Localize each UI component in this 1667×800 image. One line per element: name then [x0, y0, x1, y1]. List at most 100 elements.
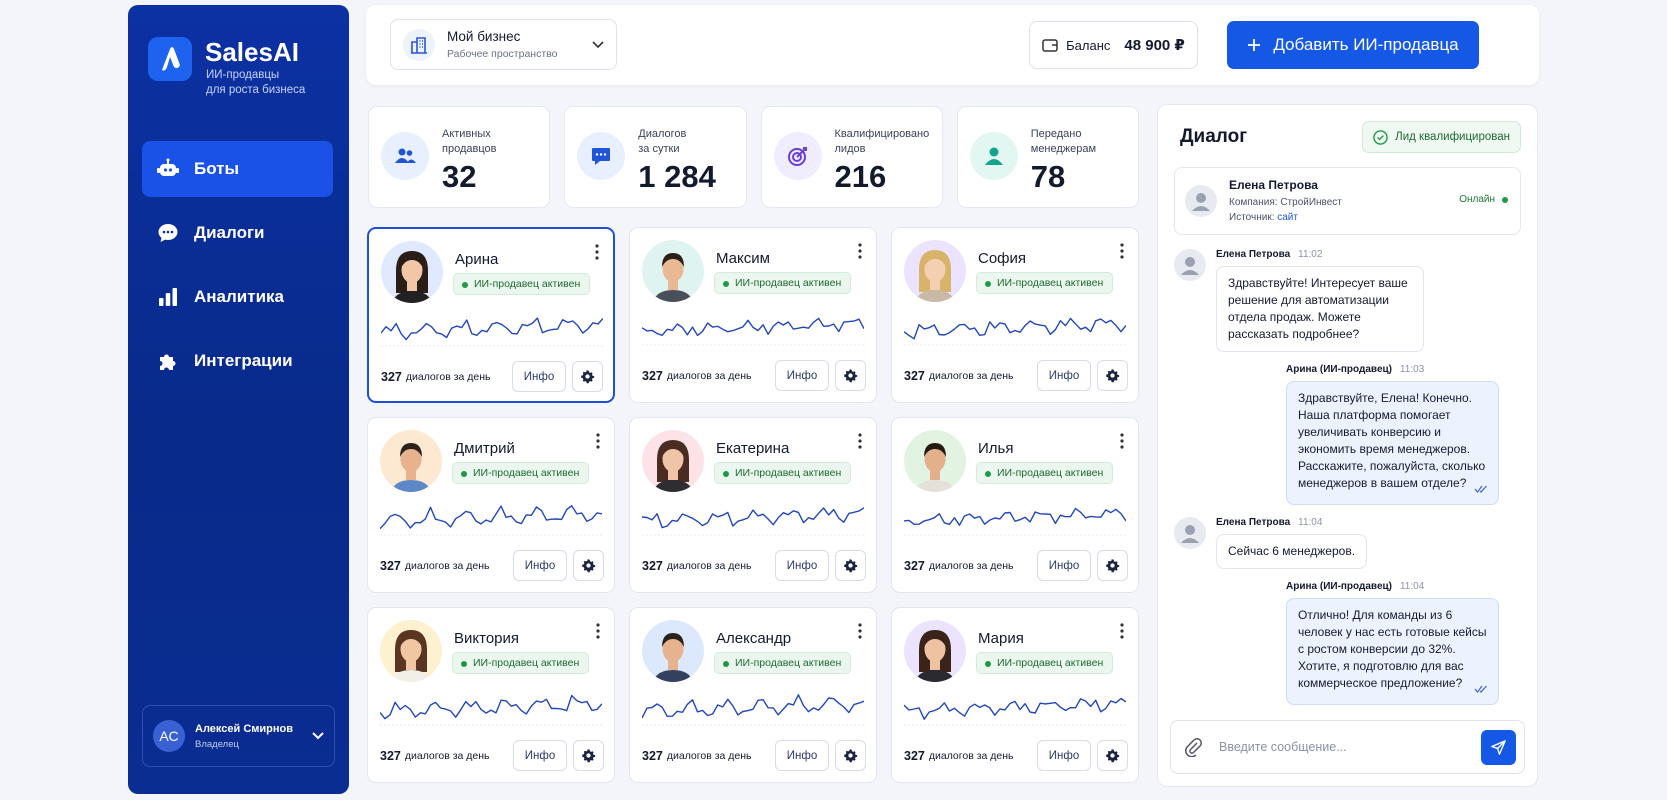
bot-card[interactable]: Александр ИИ-продавец активен 327 диалогов … — [629, 607, 877, 783]
bot-status: ИИ-продавец активен — [452, 652, 590, 674]
sparkline — [641, 690, 865, 726]
nav-icon — [156, 157, 194, 181]
input-placeholder: Введите сообщение... — [1219, 740, 1347, 754]
stat-label-line: Активных — [442, 128, 491, 140]
bot-card[interactable]: София ИИ-продавец активен 327 диалогов за д… — [891, 227, 1139, 403]
balance: Баланс 48 900 ₽ — [1029, 21, 1198, 69]
settings-button[interactable] — [835, 550, 866, 581]
online-status: Онлайн — [1459, 194, 1508, 205]
message-bubble: Здравствуйте, Елена! Конечно. Наша платф… — [1286, 381, 1499, 505]
bot-card[interactable]: Дмитрий ИИ-продавец активен 327 диалогов за… — [367, 417, 615, 593]
sidebar: SalesAI ИИ-продавцы для роста бизнеса Бо… — [128, 5, 349, 794]
settings-button[interactable] — [1097, 550, 1128, 581]
bot-menu[interactable] — [856, 622, 864, 640]
bot-footer: 327 диалогов за день Инфо — [904, 740, 1128, 771]
bot-name: Мария — [978, 630, 1024, 647]
bot-card[interactable]: Илья ИИ-продавец активен 327 диалогов за де… — [891, 417, 1139, 593]
nav-item[interactable]: Интеграции — [142, 333, 333, 389]
dialogs-label: диалогов за день — [928, 369, 1014, 382]
message-meta: Елена Петрова 11:04 — [1216, 517, 1367, 528]
bot-name: Максим — [716, 250, 770, 267]
info-button[interactable]: Инфо — [513, 550, 567, 581]
brand: SalesAI — [205, 37, 299, 67]
info-button[interactable]: Инфо — [1037, 360, 1091, 391]
add-button[interactable]: Добавить ИИ-продавца — [1227, 21, 1479, 69]
bot-menu[interactable] — [856, 432, 864, 450]
bot-card[interactable]: Арина ИИ-продавец активен 327 диалогов за д… — [367, 227, 615, 403]
dialogs-count: 327 — [642, 368, 663, 383]
workspace-select[interactable]: Мой бизнес Рабочее пространство — [390, 19, 617, 70]
bot-avatar — [904, 620, 966, 682]
bot-card[interactable]: Виктория ИИ-продавец активен 327 диалогов з… — [367, 607, 615, 783]
message-time: 11:02 — [1298, 249, 1323, 260]
message-time: 11:04 — [1399, 581, 1425, 592]
message-avatar — [1174, 249, 1206, 281]
info-button[interactable]: Инфо — [1037, 550, 1091, 581]
message-text: Здравствуйте! Интересует ваше решение дл… — [1228, 276, 1408, 341]
bot-menu[interactable] — [856, 242, 864, 260]
stat-label: Активных продавцов — [442, 127, 496, 157]
bot-card[interactable]: Максим ИИ-продавец активен 327 диалогов за … — [629, 227, 877, 403]
settings-button[interactable] — [835, 360, 866, 391]
info-button[interactable]: Инфо — [1037, 740, 1091, 771]
bot-card[interactable]: Мария ИИ-продавец активен 327 диалогов за д… — [891, 607, 1139, 783]
nav-label: Диалоги — [194, 223, 265, 242]
nav-item[interactable]: Аналитика — [142, 269, 333, 325]
settings-button[interactable] — [1097, 360, 1128, 391]
bot-footer: 327 диалогов за день Инфо — [642, 550, 866, 581]
stat-label-line: менеджерам — [1030, 143, 1097, 155]
bot-menu[interactable] — [1118, 622, 1126, 640]
bot-menu[interactable] — [1118, 242, 1126, 260]
settings-button[interactable] — [572, 361, 603, 392]
info-button[interactable]: Инфо — [775, 360, 829, 391]
bot-name: Илья — [978, 440, 1014, 457]
stat-card: Передано менеджерам 78 — [956, 106, 1139, 208]
sparkline — [903, 690, 1127, 726]
workspace-type: Рабочее пространство — [447, 48, 558, 60]
dialogs-count: 327 — [380, 748, 401, 763]
info-button[interactable]: Инфо — [513, 740, 567, 771]
stat-card: Диалогов за сутки 1 284 — [564, 106, 747, 208]
settings-button[interactable] — [835, 740, 866, 771]
bot-menu[interactable] — [594, 432, 602, 450]
nav-icon — [156, 349, 194, 373]
nav-label: Аналитика — [194, 287, 284, 306]
bot-footer: 327 диалогов за день Инфо — [642, 740, 866, 771]
message-author: Арина (ИИ-продавец) — [1286, 364, 1392, 375]
message: Елена Петрова 11:02 Здравствуйте! Интересу… — [1174, 249, 1521, 352]
bot-menu[interactable] — [593, 243, 601, 261]
dialogs-count: 327 — [904, 558, 925, 573]
nav-item[interactable]: Диалоги — [142, 205, 333, 261]
dialogs-count: 327 — [904, 748, 925, 763]
dialogs-label: диалогов за день — [666, 369, 752, 382]
info-button[interactable]: Инфо — [775, 740, 829, 771]
settings-button[interactable] — [573, 740, 604, 771]
bot-menu[interactable] — [1118, 432, 1126, 450]
tagline-line: для роста бизнеса — [206, 84, 306, 96]
message-body: Елена Петрова 11:02 Здравствуйте! Интересу… — [1216, 249, 1424, 352]
message-avatar — [1174, 517, 1206, 549]
settings-button[interactable] — [1097, 740, 1128, 771]
bot-avatar — [642, 430, 704, 492]
bot-avatar — [380, 620, 442, 682]
user-card[interactable]: АС Алексей Смирнов Владелец — [142, 705, 335, 767]
info-button[interactable]: Инфо — [775, 550, 829, 581]
stat-label: Передано менеджерам — [1031, 127, 1096, 157]
nav-item[interactable]: Боты — [142, 141, 333, 197]
message-text: Отлично! Для команды из 6 человек у нас … — [1298, 608, 1487, 690]
company: СтройИнвест — [1280, 196, 1342, 208]
messages: Елена Петрова 11:02 Здравствуйте! Интересу… — [1174, 249, 1521, 705]
info-button[interactable]: Инфо — [512, 361, 566, 392]
settings-button[interactable] — [573, 550, 604, 581]
message: Елена Петрова 11:04 Сейчас 6 менеджеров. — [1174, 517, 1521, 569]
bot-status: ИИ-продавец активен — [976, 462, 1114, 484]
contact-avatar — [1185, 185, 1217, 217]
message-input[interactable]: Введите сообщение... — [1170, 720, 1525, 774]
stat-label-line: Передано — [1030, 128, 1082, 140]
send-button[interactable] — [1481, 729, 1516, 765]
message-author: Елена Петрова — [1216, 517, 1291, 528]
stat-card: Активных продавцов 32 — [368, 106, 551, 208]
bot-menu[interactable] — [594, 622, 602, 640]
attach[interactable] — [1183, 737, 1203, 757]
bot-card[interactable]: Екатерина ИИ-продавец активен 327 диалогов … — [629, 417, 877, 593]
